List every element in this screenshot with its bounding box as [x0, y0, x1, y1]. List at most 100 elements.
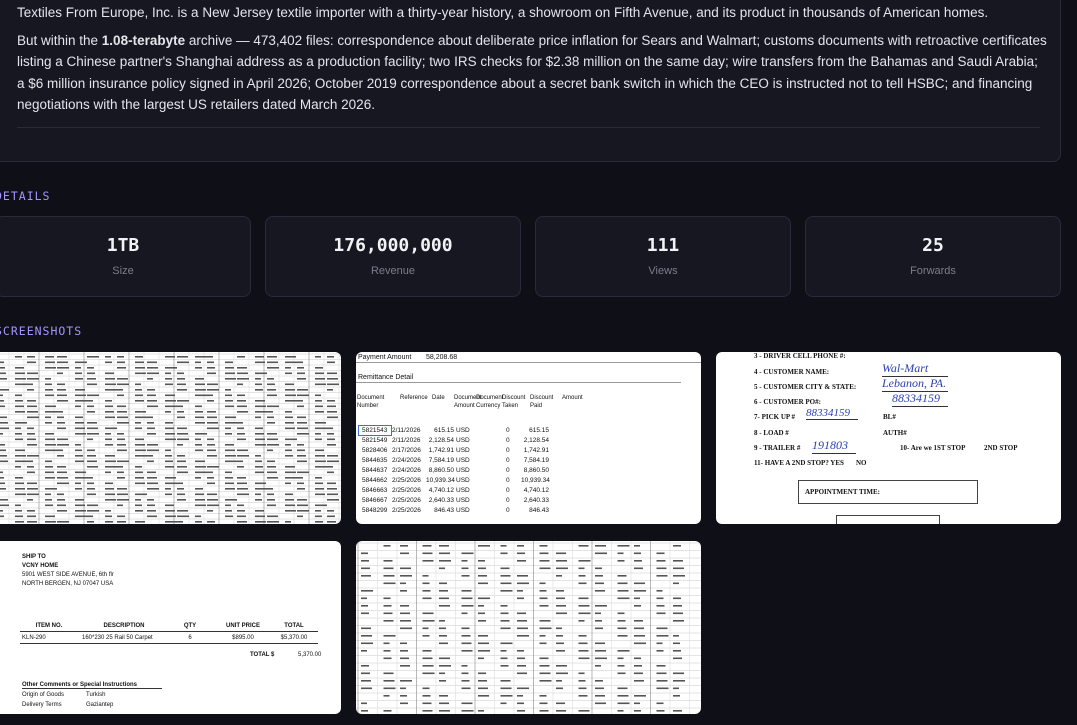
sheet-line — [0, 515, 4, 518]
column-header: TOTAL — [284, 623, 304, 629]
sheet-line — [361, 710, 368, 712]
sheet-line — [656, 650, 664, 652]
sheet-line — [285, 383, 294, 386]
sheet-line — [617, 612, 625, 615]
sheet-line — [87, 504, 98, 507]
sheet-line — [327, 405, 336, 408]
sheet-line — [315, 411, 324, 413]
sheet-line — [75, 422, 84, 424]
sheet-line — [45, 394, 54, 397]
sheet-line — [461, 597, 473, 600]
sheet-line — [117, 438, 125, 441]
sheet-line — [117, 488, 127, 490]
sheet-line — [165, 400, 176, 402]
sheet-line — [285, 493, 293, 496]
sheet-line — [237, 449, 248, 452]
sheet-line — [539, 545, 548, 547]
column-header: ITEM NO. — [35, 623, 63, 629]
sheet-line — [237, 488, 248, 490]
sheet-line — [297, 394, 309, 397]
sheet-line — [400, 590, 407, 592]
sheet-line — [147, 416, 153, 419]
sheet-line — [297, 389, 308, 391]
sheet-line — [225, 394, 232, 397]
sheet-line — [177, 488, 184, 490]
sheet-line — [117, 389, 123, 391]
sheet-line — [422, 665, 434, 667]
sheet-line — [75, 515, 87, 518]
sheet-line — [105, 383, 116, 386]
sheet-line — [177, 471, 188, 474]
sheet-line — [87, 488, 95, 490]
screenshot-thumbnail[interactable]: SHIP TO VCNY HOME 5901 WEST SIDE AVENUE,… — [0, 541, 341, 714]
sheet-line — [237, 356, 245, 358]
sheet-line — [57, 444, 69, 446]
sheet-line — [267, 460, 275, 463]
sheet-line — [297, 361, 303, 364]
sheet-line — [617, 552, 624, 555]
sheet-line — [177, 460, 186, 463]
sheet-line — [478, 710, 484, 712]
sheet-line — [15, 433, 22, 435]
screenshot-thumbnail[interactable]: 3 - DRIVER CELL PHONE #: 4 - CUSTOMER NA… — [716, 352, 1061, 524]
sheet-line — [285, 394, 296, 397]
sheet-line — [195, 460, 205, 463]
sheet-line — [255, 427, 263, 430]
screenshot-thumbnail[interactable] — [0, 352, 341, 524]
sheet-line — [315, 378, 325, 380]
label: Origin of Goods — [22, 692, 65, 698]
sheet-line — [15, 482, 24, 485]
sheet-line — [15, 488, 25, 490]
sheet-line — [383, 710, 392, 712]
sheet-line — [177, 356, 188, 358]
sheet-line — [517, 620, 527, 622]
sheet-line — [285, 411, 292, 413]
sheet-line — [117, 493, 128, 496]
sheet-line — [207, 466, 219, 468]
sheet-line — [361, 635, 372, 637]
sheet-line — [500, 552, 508, 555]
sheet-line — [617, 657, 624, 660]
sheet-line — [461, 590, 472, 592]
sheet-line — [315, 405, 323, 408]
sheet-line — [207, 416, 217, 419]
sheet-line — [207, 356, 213, 358]
sheet-line — [237, 477, 246, 479]
sheet-line — [165, 356, 175, 358]
sheet-line — [267, 394, 277, 397]
sheet-line — [105, 499, 116, 501]
sheet-line — [285, 416, 293, 419]
sheet-line — [147, 361, 157, 364]
sheet-line — [207, 493, 217, 496]
sheet-line — [147, 471, 156, 474]
sheet-line — [177, 427, 187, 430]
sheet-line — [315, 455, 325, 457]
sheet-line — [297, 405, 304, 408]
sheet-line — [327, 488, 337, 490]
sheet-line — [177, 482, 183, 485]
sheet-line — [195, 422, 205, 424]
sheet-line — [87, 367, 94, 369]
sheet-line — [673, 657, 682, 660]
sheet-line — [27, 521, 37, 523]
label: 6 - CUSTOMER PO#: — [754, 398, 821, 406]
sheet-line — [177, 466, 187, 468]
sheet-line — [237, 372, 248, 375]
sheet-line — [478, 575, 487, 577]
sheet-line — [400, 695, 407, 697]
sheet-line — [255, 416, 261, 419]
sheet-line — [207, 504, 219, 507]
sheet-line — [255, 460, 262, 463]
sheet-line — [15, 372, 25, 375]
screenshot-thumbnail[interactable] — [356, 541, 701, 714]
sheet-line — [195, 477, 201, 479]
sheet-line — [27, 493, 39, 496]
sheet-line — [117, 416, 128, 419]
sheet-line — [135, 367, 145, 369]
sheet-line — [27, 378, 39, 380]
cell: 5821549 — [362, 437, 388, 444]
sheet-line — [439, 567, 445, 570]
address: 5901 WEST SIDE AVENUE, 6th flr — [22, 572, 114, 578]
sheet-line — [617, 620, 626, 622]
screenshot-thumbnail[interactable]: Payment Amount 58,208.68 Remittance Deta… — [356, 352, 701, 524]
